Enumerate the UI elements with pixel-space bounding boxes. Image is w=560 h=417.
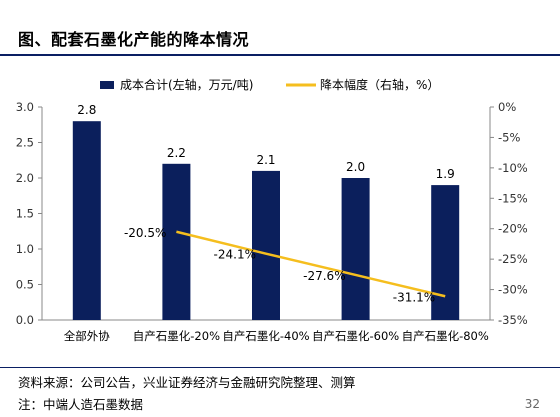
line-value-label: -20.5% [124, 226, 166, 240]
right-tick-label: -15% [498, 191, 528, 205]
bar-value-label: 1.9 [436, 167, 455, 181]
bar [72, 121, 101, 320]
legend: 成本合计(左轴，万元/吨) 降本幅度（右轴，%） [100, 77, 439, 92]
category-label: 自产石墨化-20% [133, 329, 220, 343]
chart: 成本合计(左轴，万元/吨) 降本幅度（右轴，%） 0.0 0.5 1.0 1.5 2.0… [16, 77, 528, 343]
bar [162, 163, 191, 320]
line-value-label: -27.6% [303, 269, 345, 283]
right-tick-label: -30% [498, 283, 528, 297]
bar-value-label: 2.0 [346, 160, 365, 174]
left-tick-label: 2.5 [16, 136, 34, 150]
right-tick-label: 0% [498, 100, 516, 114]
right-tick-label: -20% [498, 222, 528, 236]
legend-line-label: 降本幅度（右轴，%） [320, 77, 439, 92]
bar [252, 170, 280, 320]
line-value-label: -31.1% [393, 290, 435, 304]
right-tick-label: -10% [498, 161, 528, 175]
bar-value-label: 2.2 [167, 146, 186, 160]
title-divider [0, 54, 560, 56]
category-label: 自产石墨化-60% [312, 329, 399, 343]
footnote: 注：中端人造石墨数据 [18, 397, 144, 412]
bar [341, 178, 370, 320]
right-tick-label: -5% [498, 130, 520, 144]
right-tick-label: -25% [498, 252, 528, 266]
category-label: 全部外协 [64, 329, 110, 343]
line-value-label: -24.1% [214, 248, 256, 262]
left-tick-label: 0.5 [16, 278, 34, 292]
page-title: 图、配套石墨化产能的降本情况 [18, 30, 250, 49]
legend-bar-swatch [100, 81, 114, 89]
legend-bar-label: 成本合计(左轴，万元/吨) [120, 77, 253, 92]
source-note: 资料来源：公司公告，兴业证券经济与金融研究院整理、测算 [18, 375, 356, 390]
bar [431, 185, 460, 320]
bar-value-label: 2.8 [77, 103, 96, 117]
bar-value-label: 2.1 [256, 153, 275, 167]
category-label: 自产石墨化-80% [402, 329, 489, 343]
left-tick-label: 3.0 [16, 100, 34, 114]
left-tick-label: 1.0 [16, 242, 34, 256]
reduction-line [176, 230, 446, 298]
left-tick-label: 0.0 [16, 313, 34, 327]
footer-divider [0, 367, 560, 368]
left-tick-label: 2.0 [16, 171, 34, 185]
category-label: 自产石墨化-40% [222, 329, 309, 343]
plot-area: 0.0 0.5 1.0 1.5 2.0 2.5 3.0 0% -5% -10% -15% -20% -2… [16, 100, 528, 343]
left-tick-label: 1.5 [16, 207, 34, 221]
page-number: 32 [524, 397, 540, 411]
right-tick-label: -35% [498, 313, 528, 327]
